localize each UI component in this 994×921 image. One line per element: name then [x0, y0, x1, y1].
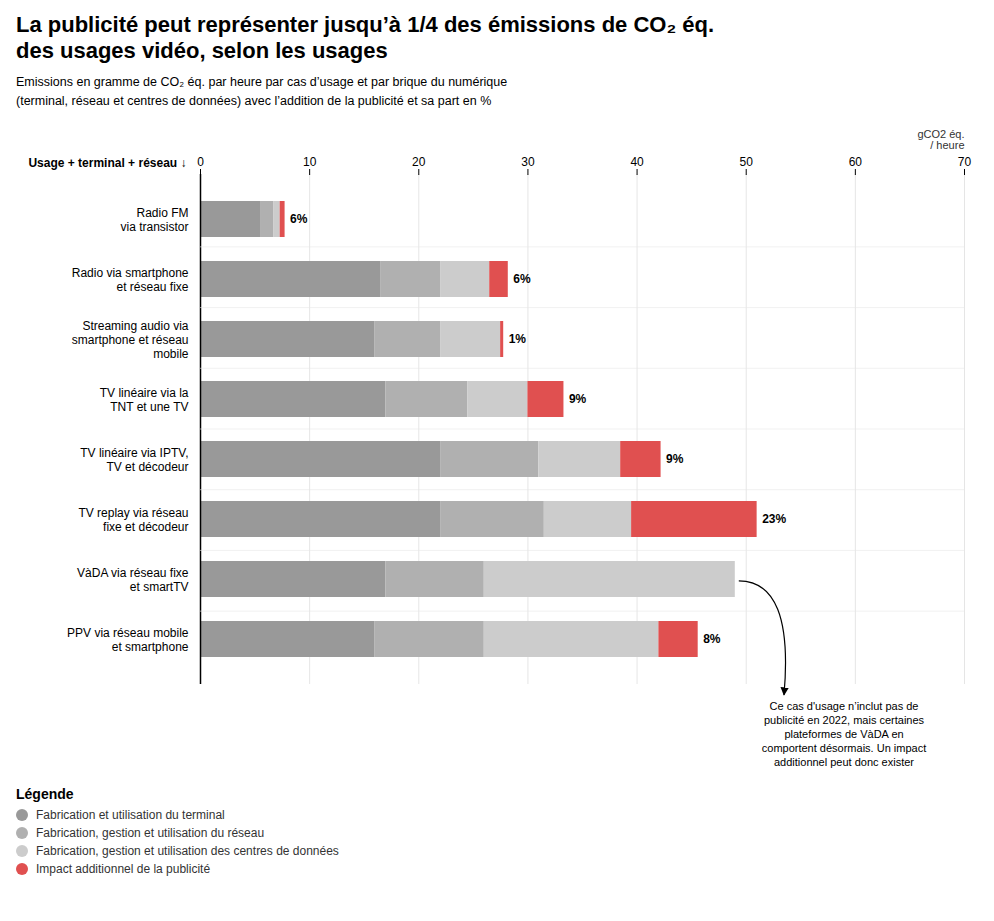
svg-text:30: 30 — [521, 155, 535, 169]
svg-text:PPV via réseau mobileet smartp: PPV via réseau mobileet smartphone — [67, 626, 189, 654]
svg-text:TV replay via réseaufixe et dé: TV replay via réseaufixe et décodeur — [78, 506, 188, 534]
svg-text:1%: 1% — [509, 333, 527, 347]
svg-text:TV linéaire via laTNT et une T: TV linéaire via laTNT et une TV — [100, 386, 189, 414]
html-text:Fabrication, gestion et utilis: Fabrication, gestion et utilisation des … — [36, 844, 339, 859]
html-text:Emissions en gramme de CO₂ éq.: Emissions en gramme de CO₂ éq. par heure… — [16, 74, 508, 108]
svg-text:8%: 8% — [703, 633, 721, 647]
svg-text:9%: 9% — [666, 453, 684, 467]
svg-text:TV linéaire via IPTV,TV et déc: TV linéaire via IPTV,TV et décodeur — [80, 446, 188, 474]
svg-text:9%: 9% — [569, 393, 587, 407]
svg-text:Usage + terminal + réseau ↓: Usage + terminal + réseau ↓ — [28, 156, 186, 170]
svg-text:Ce cas d'usage n’inclut pas de: Ce cas d'usage n’inclut pas depublicité … — [762, 700, 926, 768]
html-text:La publicité peut représenter: La publicité peut représenter jusqu’à 1/… — [16, 12, 715, 64]
html-text:Légende: Légende — [16, 786, 74, 803]
html-text:Impact additionnel de la publi: Impact additionnel de la publicité — [36, 862, 211, 877]
svg-text:40: 40 — [630, 155, 644, 169]
svg-text:6%: 6% — [513, 273, 531, 287]
svg-text:50: 50 — [740, 155, 754, 169]
svg-text:VàDA via réseau fixeet smartTV: VàDA via réseau fixeet smartTV — [77, 566, 189, 594]
svg-text:Radio via smartphoneet réseau: Radio via smartphoneet réseau fixe — [72, 266, 189, 294]
svg-text:0: 0 — [197, 155, 204, 169]
svg-text:60: 60 — [849, 155, 863, 169]
svg-text:Radio FMvia transistor: Radio FMvia transistor — [120, 206, 188, 234]
svg-text:23%: 23% — [762, 513, 786, 527]
svg-text:70: 70 — [958, 155, 972, 169]
html-text:Fabrication et utilisation du: Fabrication et utilisation du terminal — [36, 808, 225, 823]
svg-text:Streaming audio viasmartphone: Streaming audio viasmartphone et réseaum… — [72, 319, 189, 361]
svg-text:6%: 6% — [290, 213, 308, 227]
svg-text:20: 20 — [412, 155, 426, 169]
svg-text:10: 10 — [303, 155, 317, 169]
svg-text:gCO2 éq./ heure: gCO2 éq./ heure — [917, 128, 964, 151]
html-text:Fabrication, gestion et utilis: Fabrication, gestion et utilisation du r… — [36, 826, 265, 841]
